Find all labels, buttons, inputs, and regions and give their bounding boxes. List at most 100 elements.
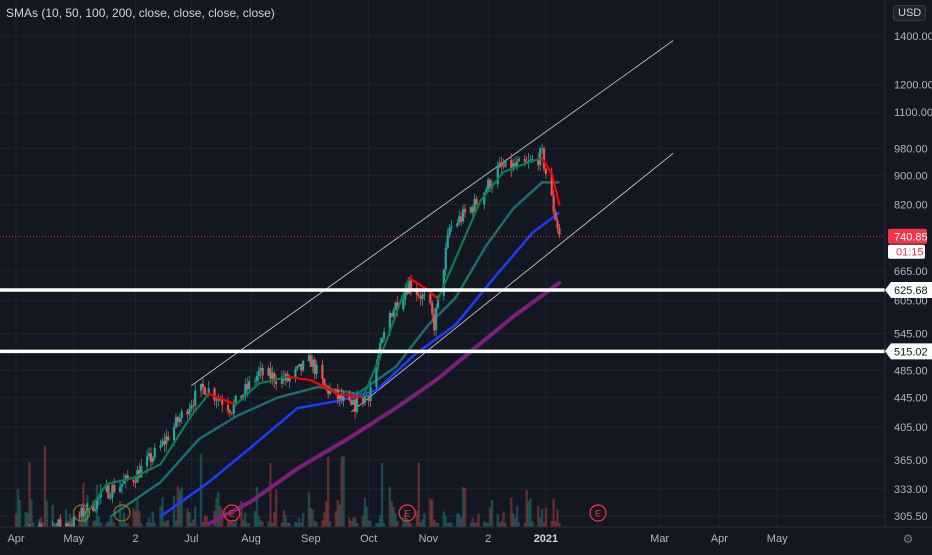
candle-body (537, 159, 540, 166)
volume-bar (190, 522, 193, 527)
currency-selector[interactable]: USD (893, 5, 927, 21)
candle-body (271, 372, 274, 379)
volume-bar (483, 521, 486, 527)
volume-bar (558, 522, 561, 527)
volume-bar (230, 521, 234, 527)
volume-bar (458, 513, 461, 527)
candle (232, 399, 235, 418)
candle (97, 496, 100, 506)
candle-body (325, 385, 328, 387)
candle-body (529, 159, 532, 161)
earnings-marker-circle (223, 504, 241, 522)
earnings-marker[interactable]: E (589, 504, 607, 522)
candle (59, 514, 62, 527)
candle-body (415, 290, 418, 295)
candle-body (487, 179, 490, 190)
volume-bar (107, 521, 110, 527)
candle-body (161, 440, 164, 446)
candle-body (473, 198, 476, 213)
y-tick-label: 1200.00 (894, 80, 932, 92)
candle-body (436, 295, 440, 308)
volume-bar (525, 490, 528, 527)
candle (80, 504, 83, 522)
settings-gear-icon[interactable]: ⚙ (903, 532, 914, 546)
candle (350, 399, 353, 406)
candle (542, 146, 546, 173)
volume-bar (201, 521, 205, 527)
volume-bar (247, 522, 251, 527)
volume-bar (147, 517, 151, 527)
volume-bar (159, 506, 162, 527)
earnings-marker[interactable]: E (398, 504, 416, 522)
candle-body (348, 396, 351, 401)
volume-bar (421, 519, 424, 527)
candle (448, 224, 451, 239)
candle-body (140, 465, 143, 478)
earnings-marker[interactable]: E (223, 504, 241, 522)
candle (194, 383, 197, 412)
volume-bar (26, 513, 29, 527)
sma10-segment (105, 476, 135, 486)
candle (188, 402, 191, 417)
candle (257, 365, 260, 382)
candle (29, 524, 30, 527)
sma10-segment (286, 375, 312, 382)
candle (500, 156, 503, 174)
volume-bar (537, 506, 540, 527)
volume-bar (41, 521, 45, 527)
y-tick-label: 365.00 (894, 455, 928, 467)
volume-bar (353, 517, 357, 527)
candle-body (215, 400, 218, 401)
volume-bar (232, 522, 235, 527)
candle-body (463, 208, 467, 213)
candle-body (147, 453, 151, 457)
sma10-segment (436, 253, 459, 301)
level-price-tag-label: 515.02 (894, 346, 928, 358)
candle-body (423, 294, 426, 295)
volume-bar (205, 516, 208, 527)
candle (510, 153, 513, 178)
candle (415, 283, 418, 302)
candle-body (375, 364, 378, 388)
candle (431, 300, 434, 322)
x-tick-label: May (63, 533, 84, 545)
volume-bar (442, 511, 446, 527)
candle (159, 439, 162, 451)
candle (302, 359, 305, 373)
candle-body (257, 370, 260, 377)
candle-body (126, 475, 129, 480)
candle (515, 156, 519, 171)
y-tick-label: 305.50 (894, 511, 928, 523)
candle (382, 327, 386, 342)
candle (176, 415, 179, 428)
candle-body (510, 159, 513, 171)
candle (153, 443, 156, 461)
sma10-segment (502, 160, 532, 173)
candle (178, 413, 181, 427)
candle-body (504, 159, 507, 167)
sma10-segment (336, 392, 364, 399)
y-tick-label: 665.00 (894, 266, 928, 278)
candle-body (111, 484, 114, 498)
volume-bar (261, 522, 264, 527)
candle-body (95, 498, 99, 509)
candle-body (244, 384, 247, 395)
candle (544, 168, 548, 179)
candle-body (109, 497, 112, 499)
candle-body (433, 314, 436, 331)
indicator-legend[interactable]: SMAs (10, 50, 100, 200, close, close, cl… (6, 6, 275, 20)
volume-bar (515, 506, 519, 527)
candle-body (352, 399, 355, 405)
earnings-marker-label: E (404, 509, 410, 519)
earnings-marker-label: E (595, 509, 601, 519)
candle-body (402, 299, 405, 310)
candle (554, 209, 557, 221)
candle (259, 361, 262, 379)
sma10-segment (529, 157, 544, 163)
volume-bar (325, 501, 328, 527)
volume-bar (469, 522, 472, 527)
volume-bar (361, 515, 365, 527)
volume-bar (32, 522, 35, 527)
